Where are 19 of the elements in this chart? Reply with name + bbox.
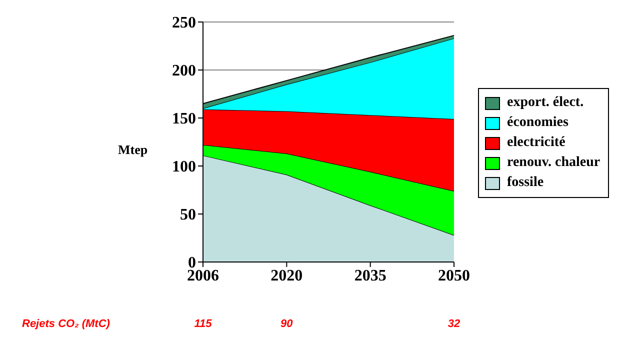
text: 115 (193, 318, 213, 330)
legend-label: économies (507, 115, 568, 131)
x-tick-label: 2035 (354, 267, 386, 284)
x-tick-label: 2020 (270, 267, 303, 284)
text: Rejets CO₂ (MtC) (22, 318, 110, 330)
y-tick-label: 100 (172, 158, 196, 176)
legend-label: renouv. chaleur (507, 155, 600, 171)
legend-label: fossile (507, 175, 544, 191)
y-tick-label: 250 (172, 14, 196, 32)
y-tick-label: 150 (172, 110, 196, 128)
legend-label: electricité (507, 135, 566, 151)
y-axis-title: Mtep (118, 142, 148, 158)
x-tick-label: 2006 (187, 267, 219, 284)
x-tick-label: 2050 (438, 267, 470, 284)
legend-label: export. élect. (507, 95, 584, 111)
y-tick-label: 50 (180, 206, 196, 224)
y-tick-label: 200 (172, 62, 196, 80)
text: 90 (280, 318, 294, 330)
text: 32 (446, 318, 462, 330)
